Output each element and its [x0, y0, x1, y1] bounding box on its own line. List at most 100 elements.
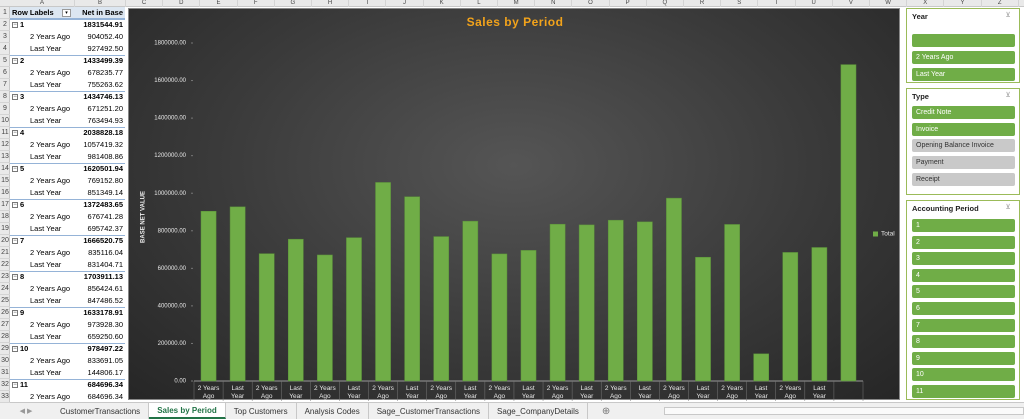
slicer-item[interactable]: Last Year	[912, 68, 1015, 81]
x-tick-label: 2 Years Ago	[430, 385, 453, 400]
sheet-tab[interactable]: Analysis Codes	[297, 403, 369, 419]
slicer-item[interactable]: Receipt	[912, 172, 1015, 186]
add-sheet-button[interactable]: ⊕	[601, 405, 611, 417]
slicer-item[interactable]: 2 Years Ago	[912, 51, 1015, 64]
sheet-tab[interactable]: Sage_CustomerTransactions	[369, 403, 490, 419]
pivot-group-row	[10, 235, 125, 247]
slicer-item[interactable]: 3	[912, 252, 1015, 266]
column-header: P	[610, 0, 647, 7]
bar	[433, 236, 450, 382]
column-header: J	[386, 0, 424, 7]
pivot-row-label: 2 Years Ago	[30, 356, 71, 365]
slicer-item[interactable]: 10	[912, 368, 1015, 382]
pivot-group-label: 11	[20, 380, 28, 389]
pivot-row-label: Last Year	[30, 116, 62, 125]
pivot-group-row	[10, 379, 125, 391]
collapse-button[interactable]: −	[12, 22, 18, 28]
slicer-item[interactable]: 9	[912, 351, 1015, 365]
slicer-item[interactable]	[912, 34, 1015, 47]
pivot-group-row	[10, 127, 125, 139]
horizontal-scrollbar[interactable]	[664, 407, 1024, 415]
pivot-row-value: 763494.93	[87, 116, 123, 125]
x-tick-label: Last Year	[463, 385, 477, 400]
collapse-button[interactable]: −	[12, 382, 18, 388]
x-tick-label: 2 Years Ago	[314, 385, 336, 400]
clear-filter-button[interactable]: ⊻	[1005, 12, 1011, 19]
x-tick-label: Last Year	[580, 385, 594, 400]
filter-button[interactable]: ▾	[62, 9, 71, 17]
pivot-group-value: 2038828.18	[83, 128, 123, 137]
collapse-button[interactable]: −	[12, 346, 18, 352]
sheet-tab-bar: ◀ ▶ CustomerTransactions Sales by Period T…	[0, 402, 1024, 419]
pivot-group-row	[10, 91, 125, 103]
x-tick-label: 2 Years Ago	[255, 385, 278, 400]
row-number: 6	[0, 67, 10, 79]
bar	[782, 252, 799, 382]
y-tick-label: 1400000.00	[154, 116, 186, 122]
bar	[695, 256, 711, 382]
bar	[317, 254, 333, 382]
row-number: 11	[0, 127, 10, 139]
pivot-row-value: 831404.71	[87, 260, 123, 269]
pivot-row-value: 856424.61	[87, 284, 123, 293]
slicer-item[interactable]: Opening Balance Invoice	[912, 139, 1015, 153]
collapse-button[interactable]: −	[12, 310, 18, 316]
row-number: 21	[0, 247, 10, 259]
bar	[607, 219, 624, 382]
column-header: N	[535, 0, 573, 7]
slicer-item[interactable]: Credit Note	[912, 106, 1015, 119]
x-tick-label: Last Year	[289, 385, 303, 400]
sheet-tab[interactable]: Top Customers	[226, 403, 297, 419]
collapse-button[interactable]: −	[12, 166, 18, 172]
collapse-button[interactable]: −	[12, 58, 18, 64]
pivot-group-label: 6	[20, 200, 25, 209]
pivot-row-value: 981408.86	[87, 152, 123, 161]
collapse-button[interactable]: −	[12, 130, 18, 136]
slicer-item[interactable]: 6	[912, 302, 1015, 315]
column-header: U	[796, 0, 833, 7]
pivot-group-label: 10	[20, 344, 29, 353]
slicer-item[interactable]: 5	[912, 285, 1015, 299]
x-tick-label: Last Year	[405, 385, 419, 400]
collapse-button[interactable]: −	[12, 274, 18, 280]
clear-filter-button[interactable]: ⊻	[1005, 204, 1011, 211]
tab-navigation[interactable]: ◀ ▶	[19, 408, 33, 415]
row-number: 29	[0, 343, 10, 355]
pivot-row-value: 904052.40	[87, 32, 123, 41]
slicer-item[interactable]: 4	[912, 268, 1015, 282]
y-tick-label: 600000.00	[158, 266, 187, 272]
collapse-button[interactable]: −	[12, 238, 18, 244]
bar	[200, 210, 217, 382]
column-header: C	[126, 0, 164, 7]
column-header: E	[200, 0, 238, 7]
chart: Sales by Period BASE NET VALUE 0.00 20000…	[141, 15, 895, 401]
y-tick-label: 0.00	[174, 379, 186, 385]
row-number: 10	[0, 115, 10, 127]
pivot-group-row	[10, 163, 125, 175]
column-header: Q	[647, 0, 684, 7]
column-header: A	[10, 0, 75, 7]
collapse-button[interactable]: −	[12, 94, 18, 100]
slicer-item[interactable]: 1	[912, 219, 1015, 232]
sheet-tab[interactable]: Sales by Period	[149, 403, 226, 419]
row-number: 20	[0, 235, 10, 247]
row-number: 30	[0, 355, 10, 367]
bar	[724, 224, 740, 382]
row-number: 18	[0, 211, 10, 223]
slicer-item[interactable]: 7	[912, 318, 1015, 332]
pivot-row-value: 769152.80	[87, 176, 123, 185]
slicer-item[interactable]: Invoice	[912, 122, 1015, 136]
clear-filter-button[interactable]: ⊻	[1005, 92, 1011, 99]
sheet-tab[interactable]: CustomerTransactions	[52, 403, 150, 419]
slicer-item[interactable]: 11	[912, 385, 1015, 398]
slicer-item[interactable]: 8	[912, 335, 1015, 349]
slicer-item[interactable]: 2	[912, 235, 1015, 249]
pivot-group-value: 1433499.39	[83, 56, 123, 65]
x-tick-label: Last Year	[696, 385, 710, 400]
bar	[578, 224, 595, 382]
column-header: T	[758, 0, 796, 7]
collapse-button[interactable]: −	[12, 202, 18, 208]
slicer-item[interactable]: Payment	[912, 156, 1015, 170]
pivot-row-label: 2 Years Ago	[30, 392, 71, 401]
sheet-tab[interactable]: Sage_CompanyDetails	[489, 403, 588, 419]
